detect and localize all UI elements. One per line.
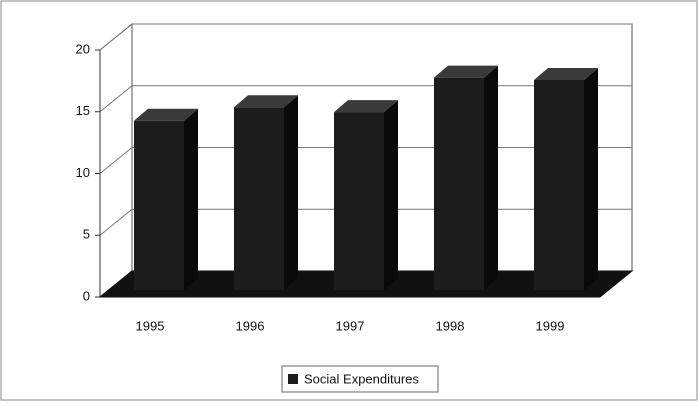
x-tick-label: 1999 [536,318,565,333]
x-tick-label: 1997 [336,318,365,333]
bar-front [134,120,184,291]
bar-side [584,68,598,290]
x-tick-label: 1996 [236,318,265,333]
bar-top [234,95,298,108]
bar [234,95,298,290]
bar-front [434,77,484,290]
y-tick-label: 15 [76,103,90,118]
legend-box [281,365,439,393]
x-tick-label: 1998 [436,318,465,333]
bar-side [284,95,298,290]
bar-top [134,108,198,121]
bar-side [184,108,198,291]
bar [334,100,398,290]
bar-side [384,100,398,290]
bar-top [334,100,398,113]
bar [434,65,498,290]
bar-side [484,65,498,290]
bar-front [334,112,384,290]
bar [134,108,198,291]
y-tick-label: 5 [83,227,90,242]
bar-top [434,65,498,78]
bar-top [534,68,598,81]
legend-swatch [288,374,298,384]
y-tick-label: 0 [83,288,90,303]
y-tick-label: 10 [76,165,90,180]
bar-front [534,80,584,290]
y-tick-label: 20 [76,41,90,56]
bar [534,68,598,290]
x-tick-label: 1995 [136,318,165,333]
legend-label: Social Expenditures [304,371,419,386]
grid-line [99,23,632,51]
bar-front [234,107,284,290]
